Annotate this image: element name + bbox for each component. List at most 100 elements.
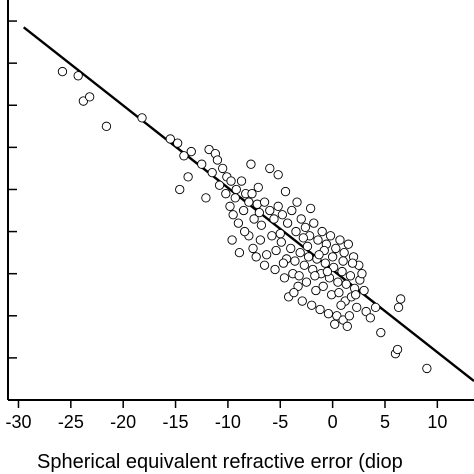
data-point [313,235,323,245]
data-point [226,176,236,186]
data-point [323,309,334,319]
data-point [325,231,336,241]
data-point [296,214,306,224]
data-point [230,193,240,203]
data-point [271,245,281,256]
data-point [225,201,235,211]
data-point [218,163,228,174]
data-point [234,247,245,258]
data-point [290,256,300,266]
data-point [273,170,283,180]
data-point [338,256,348,266]
data-point [251,252,261,262]
x-tick-labels: -30 -25 -20 -15 -10 -5 0 5 10 [5,412,447,432]
x-tick-label: -5 [272,412,288,432]
data-point [238,205,249,216]
data-point [273,201,283,211]
data-point [262,250,272,260]
data-point [297,296,307,306]
data-point [339,247,349,258]
data-point [280,186,291,197]
x-tick-label: 0 [328,412,338,432]
data-point [376,327,386,338]
data-point [351,290,361,300]
data-point [305,203,316,214]
data-point [233,218,244,228]
data-point [303,252,314,262]
data-point [292,197,302,207]
data-point [236,176,247,186]
data-point [227,235,237,245]
data-point [298,233,308,243]
data-point [392,344,403,355]
data-point [212,155,223,165]
data-point [294,271,304,281]
data-point [344,311,355,321]
data-point [275,229,285,239]
data-points [57,66,432,374]
data-point [57,66,68,77]
x-tick-label: -20 [110,412,136,432]
data-point [310,271,320,281]
data-point [334,287,344,298]
x-tick-label: 10 [427,412,447,432]
data-point [197,159,207,169]
data-point [78,96,89,106]
data-point [248,243,258,254]
data-point [422,363,432,374]
data-point [276,237,286,247]
data-point [345,271,356,281]
data-point [300,222,311,233]
data-point [244,197,254,207]
data-point [299,260,310,270]
data-point [73,71,83,81]
data-point [341,279,351,289]
data-point [342,321,352,331]
data-point [137,113,147,123]
data-point [287,205,297,216]
data-point [277,210,288,220]
data-point [204,144,214,155]
data-point [282,218,293,228]
data-point [101,121,112,131]
data-point [214,180,225,190]
data-point [330,319,340,329]
data-point [357,269,367,279]
data-point [269,214,279,224]
data-point [336,300,346,310]
data-point [201,193,211,203]
data-point [289,287,299,298]
data-point [396,294,406,304]
x-axis-label: Spherical equivalent refractive error (d… [37,451,403,473]
data-point [361,306,371,317]
data-point [278,258,289,268]
data-point [228,210,238,220]
data-point [240,226,250,237]
data-point [327,252,338,262]
data-point [347,258,358,268]
data-point [221,189,231,199]
data-point [85,92,95,102]
x-tick-label: -15 [163,412,189,432]
data-point [175,184,185,195]
data-point [295,247,305,258]
axes [7,0,474,408]
data-point [301,277,312,287]
data-point [253,182,263,193]
data-point [259,197,270,207]
data-point [335,235,345,245]
data-point [179,151,189,161]
x-tick-label: -10 [215,412,241,432]
data-point [370,302,381,313]
data-point [207,167,217,178]
data-point [267,231,277,241]
data-point [302,241,313,251]
x-tick-label: -25 [58,412,84,432]
data-point [286,243,296,254]
data-point [318,281,328,291]
data-point [393,302,404,313]
data-point [311,285,321,296]
data-point [317,226,327,237]
data-point [291,226,301,237]
